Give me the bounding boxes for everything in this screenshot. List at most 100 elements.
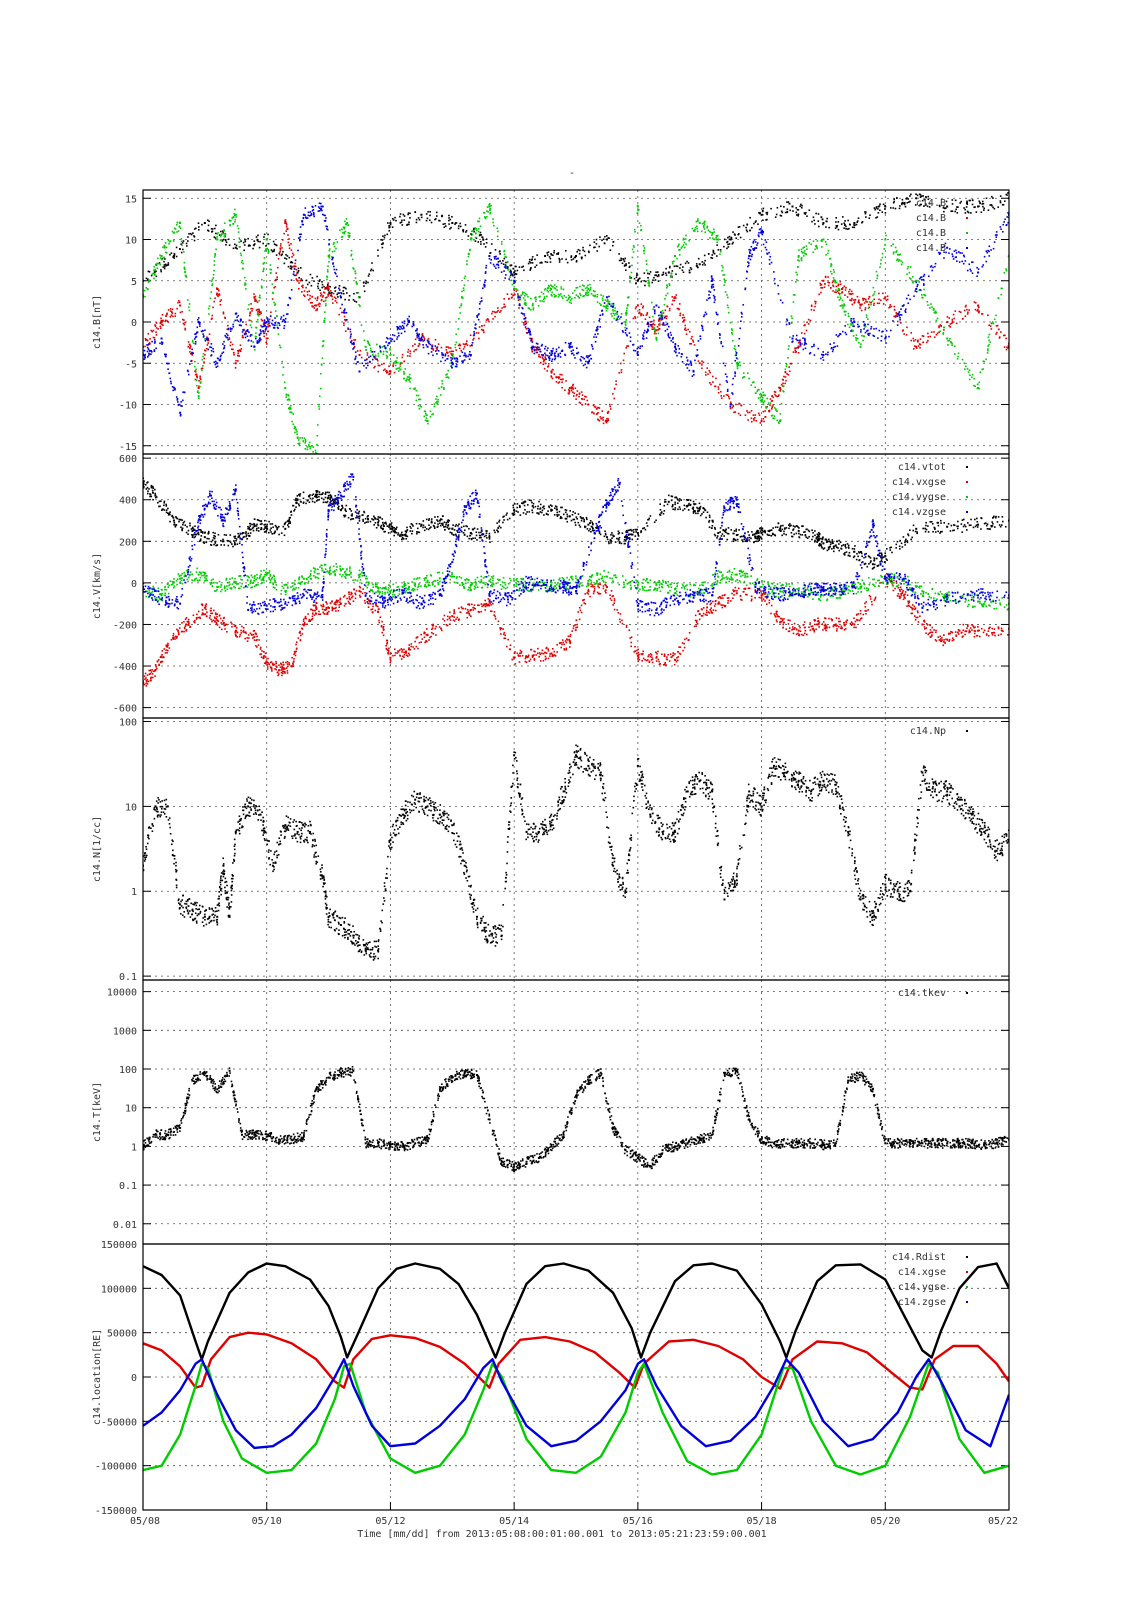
data-point — [201, 358, 204, 361]
data-point — [784, 368, 787, 371]
data-point — [149, 353, 151, 355]
data-point — [765, 219, 767, 221]
data-point — [622, 359, 625, 362]
data-point — [647, 325, 650, 328]
data-point — [289, 265, 292, 267]
data-point — [316, 443, 318, 446]
data-point — [326, 225, 328, 228]
data-point — [582, 249, 584, 251]
data-point — [879, 266, 881, 269]
data-point — [301, 223, 304, 226]
data-point — [225, 241, 228, 244]
data-point — [403, 372, 406, 375]
data-point — [165, 505, 168, 507]
data-point — [797, 341, 800, 344]
data-point — [547, 290, 550, 293]
data-point — [820, 291, 822, 294]
data-point — [731, 329, 733, 332]
data-point — [566, 261, 569, 264]
data-point — [322, 300, 325, 303]
data-point — [334, 286, 337, 289]
data-point — [475, 327, 477, 330]
data-point — [275, 254, 278, 256]
data-point — [759, 396, 762, 399]
data-point — [163, 500, 166, 503]
data-point — [957, 355, 959, 358]
data-point — [966, 210, 969, 213]
data-point — [845, 228, 847, 230]
data-point — [478, 337, 480, 340]
data-point — [800, 250, 803, 253]
data-point — [601, 239, 603, 242]
data-point — [287, 265, 290, 268]
data-point — [736, 365, 739, 368]
data-point — [274, 303, 277, 305]
data-point — [578, 401, 581, 404]
data-point — [160, 255, 163, 257]
data-point — [748, 248, 751, 251]
data-point — [892, 320, 894, 322]
data-point — [349, 328, 352, 331]
data-point — [240, 348, 243, 350]
data-point — [581, 404, 584, 406]
data-point — [837, 292, 840, 294]
data-point — [553, 373, 556, 375]
data-point — [955, 249, 957, 252]
data-point — [873, 335, 876, 338]
data-point — [458, 318, 460, 320]
data-point — [626, 334, 628, 337]
data-point — [663, 303, 666, 306]
data-point — [370, 351, 373, 353]
data-point — [285, 230, 287, 233]
data-point — [228, 338, 231, 340]
data-point — [863, 297, 866, 300]
data-point — [431, 344, 434, 347]
data-point — [534, 258, 536, 261]
data-point — [418, 333, 421, 336]
data-point — [510, 273, 513, 275]
data-point — [146, 344, 148, 346]
data-point — [241, 532, 243, 535]
data-point — [199, 385, 201, 388]
data-point — [194, 533, 197, 536]
data-point — [198, 323, 201, 325]
data-point — [301, 291, 303, 293]
data-point — [685, 356, 688, 359]
data-point — [844, 294, 846, 297]
data-point — [295, 429, 298, 431]
data-point — [636, 205, 639, 208]
data-point — [686, 363, 688, 365]
data-point — [349, 335, 352, 337]
data-point — [794, 281, 797, 283]
data-point — [761, 398, 764, 401]
data-point — [332, 262, 334, 264]
data-point — [768, 410, 770, 413]
data-point — [244, 282, 246, 285]
data-point — [171, 230, 174, 233]
data-point — [838, 289, 841, 292]
data-point — [247, 245, 250, 247]
data-point — [216, 293, 219, 295]
data-point — [368, 356, 370, 359]
data-point — [344, 330, 347, 332]
data-point — [711, 278, 714, 281]
data-point — [214, 256, 216, 258]
data-point — [172, 240, 175, 242]
data-point — [843, 311, 846, 313]
data-point — [750, 384, 753, 386]
data-point — [303, 294, 305, 297]
data-point — [338, 285, 341, 287]
data-point — [940, 325, 942, 328]
data-point — [779, 419, 782, 421]
data-point — [835, 225, 838, 227]
data-point — [581, 288, 584, 291]
data-point — [324, 297, 327, 299]
data-point — [579, 402, 582, 404]
data-point — [951, 342, 953, 345]
data-point — [328, 293, 330, 295]
data-point — [150, 495, 153, 498]
data-point — [415, 329, 418, 332]
data-point — [290, 268, 293, 270]
data-point — [169, 316, 172, 318]
data-point — [668, 337, 671, 339]
